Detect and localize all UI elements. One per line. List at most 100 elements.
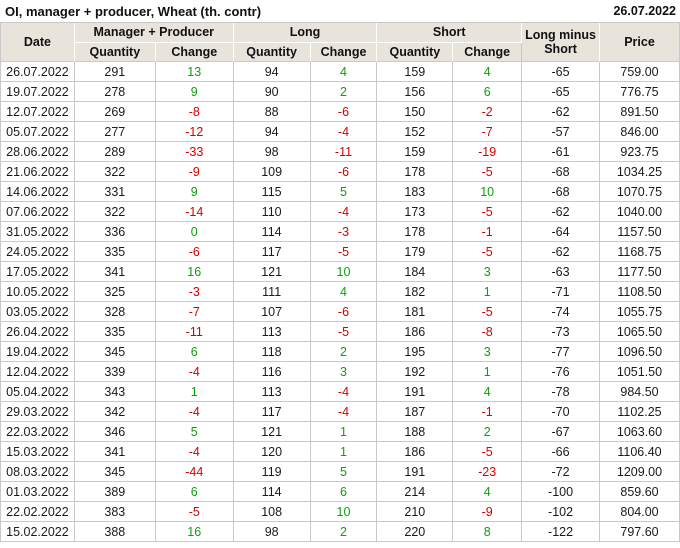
long-minus-short-cell: -57 <box>522 122 600 142</box>
mp-change-cell: -44 <box>155 462 234 482</box>
table-row: 12.07.2022 269 -8 88 -6 150 -2 -62 891.50 <box>1 102 680 122</box>
long-change-cell: -4 <box>310 122 378 142</box>
mp-quantity-cell: 341 <box>74 442 156 462</box>
long-change-cell: -4 <box>310 382 378 402</box>
long-minus-short-cell: -100 <box>522 482 600 502</box>
long-quantity-cell: 116 <box>233 362 311 382</box>
header-date: Date <box>1 23 75 62</box>
short-quantity-cell: 191 <box>377 382 454 402</box>
long-minus-short-cell: -61 <box>522 142 600 162</box>
mp-change-cell: -11 <box>155 322 234 342</box>
long-minus-short-cell: -64 <box>522 222 600 242</box>
table-row: 05.04.2022 343 1 113 -4 191 4 -78 984.50 <box>1 382 680 402</box>
long-quantity-cell: 108 <box>233 502 311 522</box>
mp-quantity-cell: 339 <box>74 362 156 382</box>
long-change-cell: 4 <box>310 282 378 302</box>
date-cell: 21.06.2022 <box>1 162 75 182</box>
short-change-cell: -1 <box>453 402 523 422</box>
long-quantity-cell: 118 <box>233 342 311 362</box>
table-row: 29.03.2022 342 -4 117 -4 187 -1 -70 1102.25 <box>1 402 680 422</box>
date-cell: 26.04.2022 <box>1 322 75 342</box>
table-row: 07.06.2022 322 -14 110 -4 173 -5 -62 1040.00 <box>1 202 680 222</box>
header-group-long: Long <box>233 23 378 43</box>
long-change-cell: 10 <box>310 262 378 282</box>
long-change-cell: 1 <box>310 442 378 462</box>
mp-change-cell: 16 <box>155 522 234 542</box>
short-change-cell: 10 <box>453 182 523 202</box>
mp-change-cell: -4 <box>155 402 234 422</box>
date-cell: 01.03.2022 <box>1 482 75 502</box>
table-row: 24.05.2022 335 -6 117 -5 179 -5 -62 1168.75 <box>1 242 680 262</box>
long-change-cell: -5 <box>310 242 378 262</box>
long-quantity-cell: 121 <box>233 262 311 282</box>
short-quantity-cell: 173 <box>377 202 454 222</box>
long-quantity-cell: 94 <box>233 122 311 142</box>
short-quantity-cell: 179 <box>377 242 454 262</box>
mp-quantity-cell: 278 <box>74 82 156 102</box>
short-quantity-cell: 186 <box>377 442 454 462</box>
long-quantity-cell: 115 <box>233 182 311 202</box>
table-row: 19.07.2022 278 9 90 2 156 6 -65 776.75 <box>1 82 680 102</box>
price-cell: 1070.75 <box>600 182 680 202</box>
header-long-quantity: Quantity <box>233 42 311 62</box>
long-minus-short-cell: -122 <box>522 522 600 542</box>
mp-change-cell: 16 <box>155 262 234 282</box>
mp-quantity-cell: 328 <box>74 302 156 322</box>
date-cell: 15.03.2022 <box>1 442 75 462</box>
date-cell: 10.05.2022 <box>1 282 75 302</box>
short-quantity-cell: 214 <box>377 482 454 502</box>
date-cell: 14.06.2022 <box>1 182 75 202</box>
date-cell: 22.03.2022 <box>1 422 75 442</box>
mp-quantity-cell: 346 <box>74 422 156 442</box>
price-cell: 1108.50 <box>600 282 680 302</box>
mp-change-cell: 1 <box>155 382 234 402</box>
mp-change-cell: 9 <box>155 82 234 102</box>
short-change-cell: 8 <box>453 522 523 542</box>
long-minus-short-cell: -68 <box>522 182 600 202</box>
title-bar: OI, manager + producer, Wheat (th. contr… <box>0 0 680 22</box>
long-quantity-cell: 109 <box>233 162 311 182</box>
long-minus-short-cell: -70 <box>522 402 600 422</box>
table-row: 26.07.2022 291 13 94 4 159 4 -65 759.00 <box>1 62 680 82</box>
table-row: 21.06.2022 322 -9 109 -6 178 -5 -68 1034.25 <box>1 162 680 182</box>
mp-quantity-cell: 343 <box>74 382 156 402</box>
long-quantity-cell: 98 <box>233 142 311 162</box>
mp-change-cell: -7 <box>155 302 234 322</box>
mp-quantity-cell: 289 <box>74 142 156 162</box>
long-change-cell: -6 <box>310 102 378 122</box>
short-change-cell: -9 <box>453 502 523 522</box>
long-minus-short-cell: -62 <box>522 242 600 262</box>
date-cell: 15.02.2022 <box>1 522 75 542</box>
long-change-cell: -6 <box>310 162 378 182</box>
long-minus-short-cell: -68 <box>522 162 600 182</box>
header-price: Price <box>600 23 680 62</box>
long-change-cell: -6 <box>310 302 378 322</box>
long-minus-short-cell: -71 <box>522 282 600 302</box>
mp-change-cell: 6 <box>155 342 234 362</box>
short-quantity-cell: 188 <box>377 422 454 442</box>
price-cell: 846.00 <box>600 122 680 142</box>
long-quantity-cell: 94 <box>233 62 311 82</box>
short-change-cell: -19 <box>453 142 523 162</box>
date-cell: 12.07.2022 <box>1 102 75 122</box>
long-minus-short-cell: -76 <box>522 362 600 382</box>
header-long-change: Change <box>310 42 378 62</box>
price-cell: 759.00 <box>600 62 680 82</box>
table-row: 10.05.2022 325 -3 111 4 182 1 -71 1108.50 <box>1 282 680 302</box>
short-change-cell: -7 <box>453 122 523 142</box>
price-cell: 1209.00 <box>600 462 680 482</box>
mp-change-cell: 5 <box>155 422 234 442</box>
long-quantity-cell: 90 <box>233 82 311 102</box>
long-minus-short-cell: -74 <box>522 302 600 322</box>
date-cell: 17.05.2022 <box>1 262 75 282</box>
long-change-cell: 2 <box>310 82 378 102</box>
long-change-cell: -4 <box>310 202 378 222</box>
table-row: 19.04.2022 345 6 118 2 195 3 -77 1096.50 <box>1 342 680 362</box>
mp-change-cell: -4 <box>155 362 234 382</box>
long-change-cell: -4 <box>310 402 378 422</box>
header-group-manager-producer: Manager + Producer <box>74 23 234 43</box>
mp-quantity-cell: 331 <box>74 182 156 202</box>
short-change-cell: -23 <box>453 462 523 482</box>
mp-quantity-cell: 335 <box>74 242 156 262</box>
short-quantity-cell: 195 <box>377 342 454 362</box>
